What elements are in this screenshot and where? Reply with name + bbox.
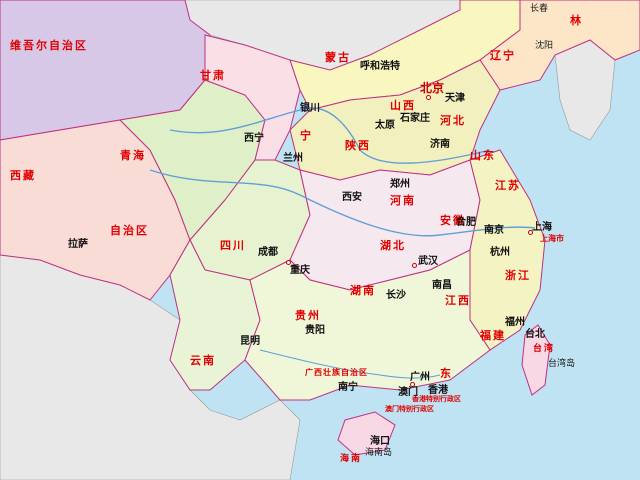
city-lanzhou: 兰州 — [283, 153, 303, 164]
province-south — [244, 249, 491, 401]
city-taiwandao: 台湾岛 — [548, 359, 576, 369]
city-chengdu: 成都 — [258, 247, 278, 258]
label-aomen-sar: 澳门特别行政区 — [385, 405, 434, 413]
label-guangdong: 东 — [440, 367, 453, 380]
province-east-coast — [469, 149, 546, 351]
city-nanjing: 南京 — [484, 225, 504, 236]
marker-guangzhou — [410, 382, 415, 387]
province-taiwan — [521, 324, 551, 396]
city-hefei: 合肥 — [456, 217, 476, 228]
city-haikou: 海口 — [370, 436, 390, 447]
city-guiyang: 贵阳 — [305, 325, 325, 336]
city-changsha: 长沙 — [386, 290, 406, 301]
city-taiyuan: 太原 — [375, 120, 395, 131]
label-taiwan: 台湾 — [533, 344, 556, 354]
province-northeast — [479, 0, 640, 91]
city-taibei: 台北 — [525, 329, 545, 340]
label-zizhiqu: 自治区 — [110, 224, 149, 237]
city-nanning: 南宁 — [338, 382, 358, 393]
yellow-river — [169, 107, 491, 164]
label-gansu: 甘肃 — [200, 69, 226, 82]
marker-chongqing — [286, 260, 291, 265]
label-shanghaishi: 上海市 — [540, 233, 564, 243]
city-huhehaote: 呼和浩特 — [360, 61, 400, 72]
city-shijiazhuang: 石家庄 — [400, 113, 430, 124]
label-xinjiang: 维吾尔自治区 — [10, 39, 88, 52]
city-yinchuan: 银川 — [300, 103, 320, 114]
city-jinan: 济南 — [430, 139, 450, 150]
province-yunnan — [169, 238, 261, 391]
city-fuzhou: 福州 — [505, 317, 525, 328]
label-guizhou: 贵州 — [295, 309, 321, 322]
label-zhejiang: 浙江 — [505, 269, 531, 282]
label-hubei: 湖北 — [380, 239, 406, 252]
label-beijing: 北京 — [420, 81, 445, 95]
label-shandong: 山东 — [470, 149, 496, 162]
city-hainandao: 海南岛 — [365, 448, 393, 458]
label-ningxia: 宁 — [300, 129, 313, 142]
marker-wuhan — [412, 263, 417, 268]
label-hebei: 河北 — [440, 114, 466, 127]
label-sichuan: 四川 — [220, 239, 246, 252]
label-neimenggu: 蒙古 — [325, 51, 351, 64]
label-yunnan: 云南 — [190, 354, 216, 367]
city-kunming: 昆明 — [240, 336, 260, 347]
city-guangzhou: 广州 — [410, 372, 430, 383]
city-lasa: 拉萨 — [68, 239, 88, 250]
label-guangxi: 广西壮族自治区 — [305, 367, 368, 377]
city-wuhan: 武汉 — [418, 256, 438, 267]
label-jiangxi: 江西 — [445, 294, 471, 307]
marker-shanghai — [528, 230, 533, 235]
city-tianjin: 天津 — [445, 93, 465, 104]
city-changchun: 长春 — [530, 4, 549, 14]
label-shanxi: 山西 — [390, 99, 416, 112]
province-hainan — [337, 411, 396, 456]
city-nanchang: 南昌 — [432, 280, 452, 291]
label-jilin: 林 — [570, 14, 583, 27]
label-anhui: 安徽 — [440, 214, 466, 227]
label-hunan: 湖南 — [350, 284, 376, 297]
label-shaanxi: 陕西 — [345, 139, 371, 152]
city-chongqing: 重庆 — [290, 265, 310, 276]
city-zhengzhou: 郑州 — [390, 179, 410, 190]
label-henan: 河南 — [390, 194, 416, 207]
pearl-river — [259, 349, 441, 379]
label-jiangsu: 江苏 — [495, 179, 521, 192]
city-xianggang: 香港 — [428, 385, 448, 396]
label-xianggang-sar: 香港特别行政区 — [412, 395, 461, 403]
marker-beijing — [426, 95, 431, 100]
city-hangzhou: 杭州 — [490, 247, 510, 258]
label-liaoning: 辽宁 — [490, 49, 516, 62]
label-qinghai: 青海 — [120, 149, 146, 162]
city-xining: 西宁 — [244, 133, 264, 144]
label-hainan: 海南 — [340, 454, 363, 464]
city-shenyang: 沈阳 — [535, 41, 554, 51]
label-xizang: 西藏 — [10, 169, 36, 182]
city-aomen: 澳门 — [398, 387, 418, 398]
city-xian: 西安 — [342, 192, 362, 203]
label-fujian: 福建 — [480, 329, 506, 342]
city-shanghai: 上海 — [532, 222, 552, 233]
yangtze-river — [149, 169, 536, 237]
